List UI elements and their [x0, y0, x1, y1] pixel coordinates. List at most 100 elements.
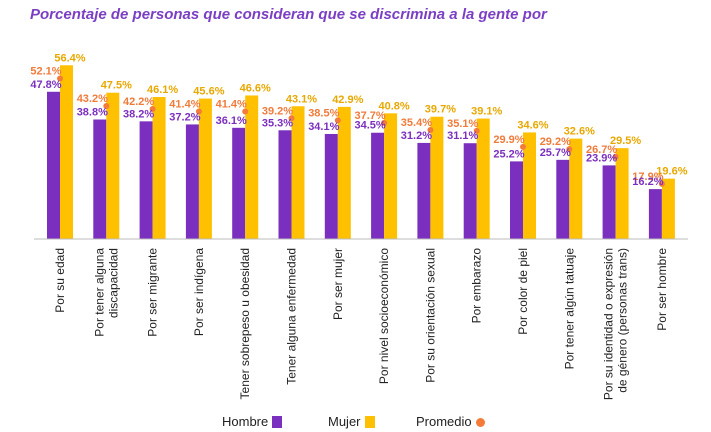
bar-hombre — [232, 127, 246, 239]
point-promedio — [520, 143, 526, 150]
point-promedio — [658, 180, 665, 187]
x-tick-label: Por nivel socioeconómico — [377, 248, 391, 384]
legend-item-hombre: Hombre — [222, 414, 283, 429]
legend-label-promedio: Promedio — [416, 414, 472, 429]
legend-label-hombre: Hombre — [222, 414, 269, 429]
label-hombre: 38.2% — [123, 108, 154, 120]
label-promedio: 52.1% — [30, 66, 61, 78]
x-tick-label: Tener sobrepeso u obesidad — [238, 248, 252, 399]
label-hombre: 16.2% — [632, 176, 663, 188]
point-promedio — [288, 115, 295, 122]
bar-mujer — [430, 116, 444, 239]
bar-mujer — [615, 148, 629, 239]
x-tick-label: discapacidad — [106, 248, 120, 318]
label-mujer: 29.5% — [610, 135, 641, 147]
label-hombre: 36.1% — [216, 115, 247, 127]
bar-hombre — [139, 121, 153, 239]
label-mujer: 34.6% — [517, 119, 548, 131]
label-hombre: 25.2% — [493, 148, 524, 160]
label-mujer: 45.6% — [193, 86, 224, 98]
label-promedio: 29.9% — [493, 134, 524, 146]
bar-hombre — [185, 124, 199, 239]
x-tick-label: Por su edad — [53, 248, 67, 313]
label-hombre: 25.7% — [540, 147, 571, 159]
point-promedio — [103, 102, 110, 109]
label-hombre: 34.1% — [308, 121, 339, 133]
label-promedio: 17.9% — [632, 171, 663, 183]
x-tick-labels-layer: Por su edad Por tener alguna discapacidad P… — [53, 248, 669, 400]
chart-title: Porcentaje de personas que consideran qu… — [30, 6, 547, 23]
point-promedio — [381, 119, 388, 126]
point-promedio — [612, 153, 619, 160]
bar-mujer — [523, 132, 536, 239]
point-promedio — [334, 117, 341, 124]
label-mujer: 43.1% — [286, 93, 317, 105]
point-promedio — [427, 126, 434, 133]
bar-hombre — [463, 143, 477, 239]
x-tick-label: Por color de piel — [516, 248, 530, 335]
bars-layer — [47, 65, 675, 240]
point-promedio — [473, 127, 480, 134]
label-hombre: 38.8% — [77, 106, 108, 118]
label-mujer: 19.6% — [656, 166, 687, 178]
legend-label-mujer: Mujer — [328, 414, 361, 429]
bar-hombre — [417, 142, 431, 239]
label-promedio: 38.5% — [308, 107, 339, 119]
legend-item-promedio: Promedio — [416, 414, 485, 429]
x-tick-label: Por su orientación sexual — [423, 248, 437, 383]
label-mujer: 56.4% — [54, 52, 85, 64]
label-mujer: 39.1% — [471, 106, 502, 118]
label-hombre: 23.9% — [586, 152, 617, 164]
label-promedio: 26.7% — [586, 144, 617, 156]
bar-hombre — [371, 132, 385, 239]
bar-mujer — [291, 106, 305, 239]
label-mujer: 46.6% — [240, 82, 271, 94]
bar-mujer — [60, 65, 73, 240]
bar-hombre — [324, 133, 338, 239]
x-tick-label: Por tener alguna — [92, 248, 106, 337]
label-hombre: 31.2% — [401, 130, 432, 142]
label-hombre: 47.8% — [30, 79, 61, 91]
point-promedio — [195, 108, 202, 115]
bar-mujer — [661, 178, 675, 239]
bar-mujer — [152, 97, 166, 240]
legend-dot-promedio — [475, 418, 485, 427]
bar-hombre — [47, 91, 60, 239]
x-tick-label: Por tener algún tatuaje — [562, 248, 576, 370]
label-promedio: 43.2% — [77, 93, 108, 105]
x-tick-label: de género (personas trans) — [616, 248, 630, 393]
label-mujer: 47.5% — [101, 80, 132, 92]
label-promedio: 39.2% — [262, 105, 293, 117]
bar-hombre — [602, 165, 616, 239]
bar-mujer — [198, 98, 212, 239]
legend-swatch-hombre — [272, 416, 283, 428]
label-promedio: 37.7% — [354, 110, 385, 122]
label-promedio: 41.4% — [169, 98, 200, 110]
bar-hombre — [93, 119, 107, 239]
point-promedio — [566, 146, 573, 153]
label-mujer: 46.1% — [147, 84, 178, 96]
bar-hombre — [556, 159, 570, 239]
bar-hombre — [278, 130, 292, 239]
label-promedio: 42.2% — [123, 96, 154, 108]
bar-mujer — [245, 95, 259, 239]
x-tick-label: Por ser migrante — [146, 248, 160, 337]
label-mujer: 39.7% — [425, 104, 456, 116]
x-tick-label: Por embarazo — [470, 248, 484, 324]
point-promedio — [242, 108, 249, 115]
label-promedio: 29.2% — [540, 136, 571, 148]
point-promedio — [149, 106, 156, 113]
label-hombre: 37.2% — [169, 111, 200, 123]
bar-hombre — [648, 189, 662, 239]
legend-swatch-mujer — [364, 416, 375, 428]
label-promedio: 41.4% — [216, 98, 247, 110]
label-hombre: 34.5% — [354, 120, 385, 132]
label-promedio: 35.1% — [447, 118, 478, 130]
bar-mujer — [384, 113, 398, 239]
label-hombre: 31.1% — [447, 130, 478, 142]
x-tick-label: Por ser indígena — [192, 248, 206, 336]
label-promedio: 35.4% — [401, 117, 432, 129]
bar-mujer — [337, 106, 351, 239]
x-tick-label: Por ser mujer — [331, 248, 345, 320]
